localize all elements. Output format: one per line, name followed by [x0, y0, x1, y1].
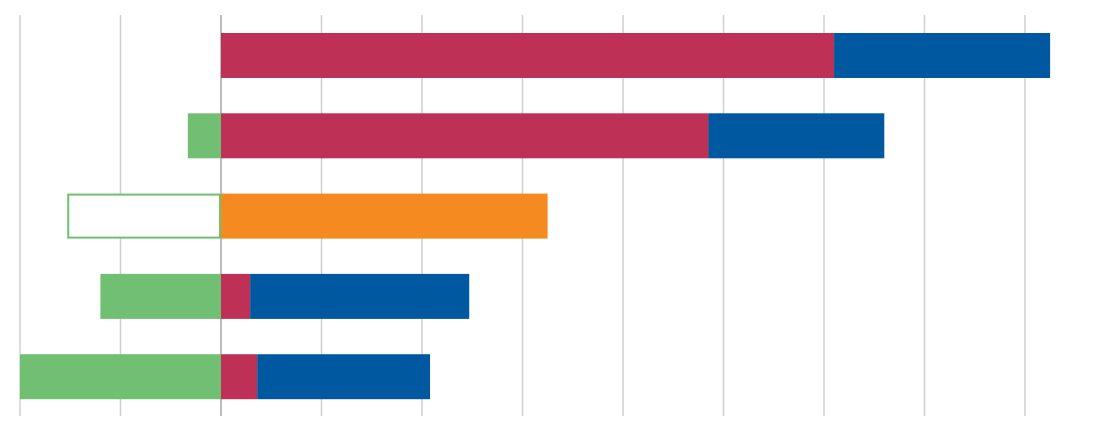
bar-row4-segment3	[221, 273, 251, 319]
bar-row2-segment4	[708, 113, 885, 159]
bar-row5-segment4	[257, 354, 431, 400]
bar-row2-segment3	[221, 113, 709, 159]
bar-row4-segment1	[100, 273, 221, 319]
bar-row3-segment5	[221, 193, 548, 239]
bar-row5-segment1	[20, 354, 221, 400]
bar-row4-segment4	[250, 273, 470, 319]
bar-row3-segment2	[67, 193, 221, 239]
bar-row1-segment4	[834, 33, 1051, 78]
bar-row2-segment1	[187, 113, 221, 159]
bars	[20, 33, 1051, 400]
bar-row5-segment3	[221, 354, 258, 400]
bar-row1-segment3	[221, 33, 835, 78]
